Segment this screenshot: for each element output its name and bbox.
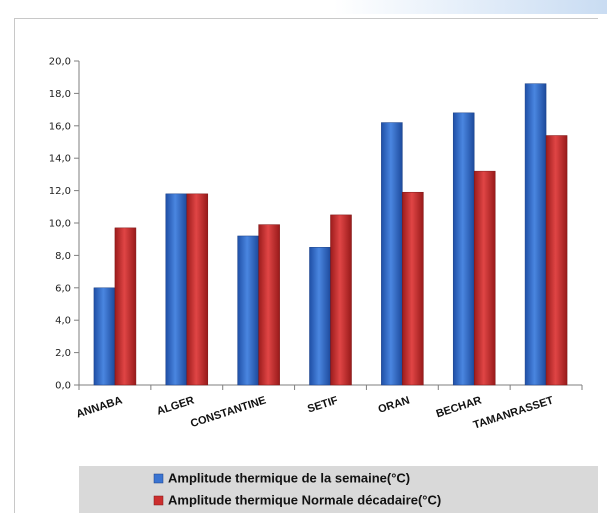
y-tick-label: 8,0: [55, 251, 71, 262]
x-category-label: ANNABA: [75, 394, 124, 420]
bar-semaine-alger: [165, 193, 188, 386]
bar-normale-annaba: [114, 227, 137, 386]
bar-semaine-constantine: [237, 235, 259, 386]
bar-normale-setif: [330, 214, 352, 386]
bar-normale-bechar: [473, 170, 496, 386]
x-axis: [78, 384, 583, 390]
y-tick-label: 14,0: [49, 154, 71, 165]
bar-normale-tamanrasset: [545, 135, 568, 386]
top-decoration: [0, 0, 607, 14]
bars: [93, 83, 568, 386]
x-category-label: ALGER: [155, 394, 195, 417]
bar-semaine-setif: [309, 247, 331, 386]
bar-semaine-annaba: [93, 287, 116, 386]
bar-normale-constantine: [258, 224, 280, 386]
chart-panel: [14, 18, 598, 513]
bar-semaine-tamanrasset: [524, 83, 547, 386]
bar-semaine-bechar: [452, 112, 475, 386]
y-tick-label: 10,0: [49, 219, 71, 230]
x-category-label: BECHAR: [435, 394, 484, 420]
legend-swatch: [153, 495, 164, 506]
y-tick-label: 20,0: [49, 57, 71, 68]
y-axis: 0,0 2,0 4,0 6,0 8,0 10,0 12,0 14,0 16,0 18,0 20,0: [49, 57, 80, 392]
y-tick-label: 4,0: [55, 316, 71, 327]
y-tick-label: 18,0: [49, 89, 71, 100]
legend-swatch: [153, 473, 164, 484]
x-category-label: TAMANRASSET: [472, 394, 555, 431]
x-category-label: ORAN: [377, 394, 412, 415]
legend-background: [79, 466, 598, 513]
x-category-label: CONSTANTINE: [189, 394, 267, 430]
bar-normale-oran: [402, 191, 424, 386]
legend-label: Amplitude thermique Normale décadaire(°C…: [168, 493, 441, 508]
bar-semaine-oran: [381, 122, 403, 386]
bar-normale-alger: [186, 193, 209, 386]
y-tick-label: 6,0: [55, 283, 71, 294]
legend-label: Amplitude thermique de la semaine(°C): [168, 471, 410, 486]
y-tick-label: 12,0: [49, 186, 71, 197]
x-category-label: SETIF: [306, 394, 340, 415]
y-tick-label: 2,0: [55, 348, 71, 359]
y-tick-label: 16,0: [49, 121, 71, 132]
legend: Amplitude thermique de la semaine(°C) Amp…: [79, 466, 598, 513]
y-tick-label: 0,0: [55, 381, 71, 392]
